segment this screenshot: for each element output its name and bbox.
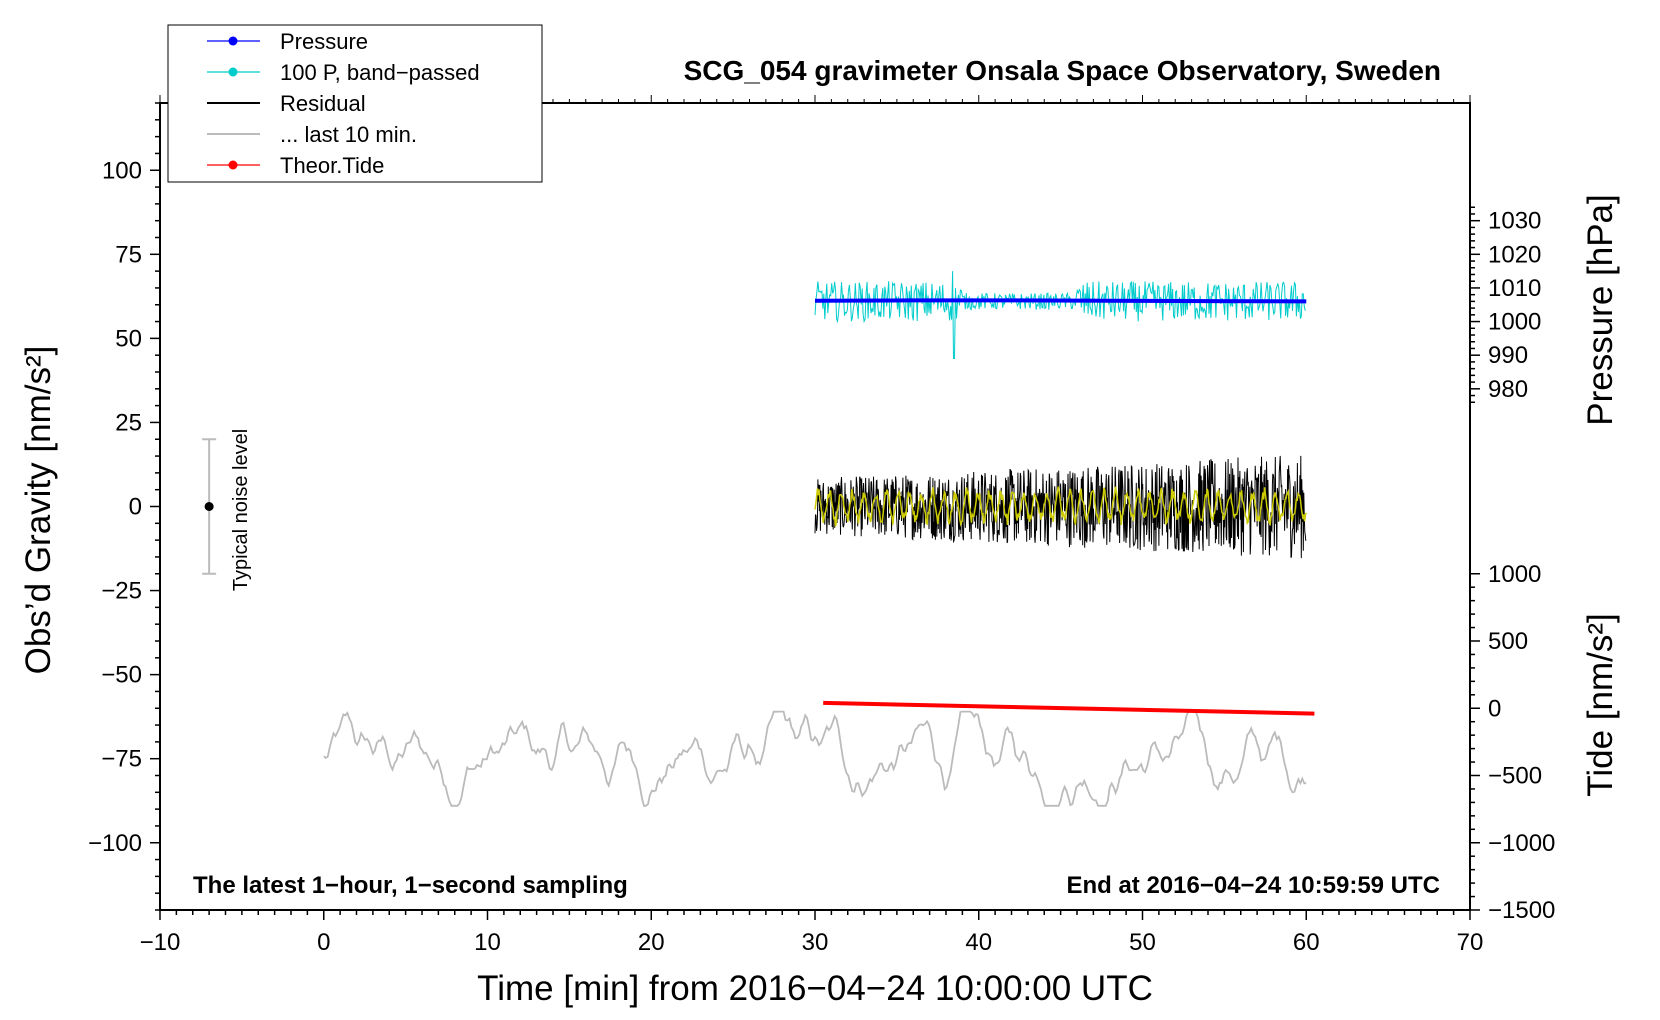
noise-bar-center-dot <box>204 502 214 511</box>
pressure-tick-label: 1010 <box>1488 275 1541 302</box>
y-tick-label: −25 <box>101 578 142 605</box>
x-tick-label: 30 <box>802 929 829 956</box>
legend-label: Residual <box>280 91 366 116</box>
series-last-10-min <box>323 710 1307 807</box>
y-axis-pressure-ticks: 1030 1020 1010 1000 990 980 <box>1470 206 1541 404</box>
series-theoretical-tide <box>823 700 1315 716</box>
legend-label: Pressure <box>280 29 368 54</box>
pressure-tick-label: 990 <box>1488 342 1528 369</box>
noise-level-bar <box>202 438 217 575</box>
y-axis-left-ticks: 100 75 50 25 0 −25 −50 −75 −100 <box>88 102 160 911</box>
tide-tick-label: −1000 <box>1488 830 1555 857</box>
series-pressure <box>814 298 1307 304</box>
x-tick-label: 0 <box>317 929 330 956</box>
x-tick-label: 70 <box>1457 929 1484 956</box>
end-time-annotation: End at 2016−04−24 10:59:59 UTC <box>1066 872 1440 899</box>
y-tick-label: 25 <box>115 409 142 436</box>
legend-marker <box>228 67 238 77</box>
pressure-tick-label: 1000 <box>1488 309 1541 336</box>
tide-tick-label: 500 <box>1488 628 1528 655</box>
series-residual-filtered <box>814 486 1307 528</box>
series-band-passed-pressure <box>814 271 1306 359</box>
x-axis-ticks: −10 0 10 20 30 40 50 60 70 <box>140 95 1484 956</box>
x-tick-label: 60 <box>1293 929 1320 956</box>
y-tick-label: −75 <box>101 746 142 773</box>
y-axis-left-label: Obs’d Gravity [nm/s²] <box>19 346 58 675</box>
legend-label: Theor.Tide <box>280 153 384 178</box>
y-tick-label: −50 <box>101 662 142 689</box>
y-tick-label: 100 <box>102 157 142 184</box>
x-tick-label: 40 <box>965 929 992 956</box>
series-layer <box>323 271 1315 807</box>
tide-tick-label: −1500 <box>1488 897 1555 924</box>
chart-title: SCG_054 gravimeter Onsala Space Observat… <box>684 55 1441 86</box>
y-axis-tide-ticks: 1000 500 0 −500 −1000 −1500 <box>1470 561 1555 924</box>
x-axis-label: Time [min] from 2016−04−24 10:00:00 UTC <box>477 969 1153 1008</box>
x-tick-label: 10 <box>474 929 501 956</box>
pressure-tick-label: 980 <box>1488 376 1528 403</box>
x-tick-label: 50 <box>1129 929 1156 956</box>
tide-tick-label: 0 <box>1488 695 1501 722</box>
legend-label: 100 P, band−passed <box>280 60 480 85</box>
y-axis-left-label-text: Obs’d Gravity [nm/s²] <box>19 346 58 675</box>
noise-level-label: Typical noise level <box>230 429 252 591</box>
tide-tick-label: 1000 <box>1488 561 1541 588</box>
y-axis-tide-label: Tide [nm/s²] <box>1581 613 1620 796</box>
x-tick-label: 20 <box>638 929 665 956</box>
y-tick-label: 0 <box>129 494 142 521</box>
legend-marker <box>228 160 238 170</box>
legend-marker <box>228 36 238 46</box>
x-tick-label: −10 <box>140 929 181 956</box>
y-tick-label: 50 <box>115 325 142 352</box>
pressure-tick-label: 1020 <box>1488 241 1541 268</box>
y-tick-label: −100 <box>88 830 142 857</box>
legend-label: ... last 10 min. <box>280 122 417 147</box>
y-tick-label: 75 <box>115 241 142 268</box>
y-axis-pressure-label: Pressure [hPa] <box>1581 194 1620 426</box>
legend: Pressure 100 P, band−passed Residual ... la… <box>167 24 543 183</box>
sampling-annotation: The latest 1−hour, 1−second sampling <box>193 872 628 899</box>
tide-tick-label: −500 <box>1488 763 1542 790</box>
pressure-tick-label: 1030 <box>1488 208 1541 235</box>
